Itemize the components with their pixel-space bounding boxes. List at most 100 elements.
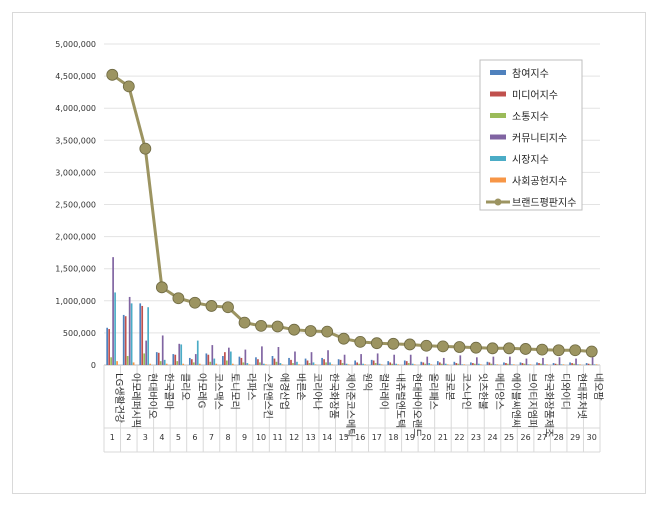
rank-label: 29 [570, 433, 580, 442]
bar-4 [558, 357, 561, 365]
bar-4 [194, 354, 197, 365]
reputation-point [569, 344, 582, 357]
bar-3 [407, 363, 410, 365]
reputation-point [552, 344, 565, 357]
bar-5 [560, 364, 563, 365]
reputation-point [304, 325, 317, 337]
rank-label: 24 [487, 433, 497, 442]
bar-1 [222, 356, 224, 365]
bar-1 [205, 353, 208, 365]
category-label: 코스맥스 [212, 373, 224, 410]
bar-3 [308, 363, 311, 365]
bar-2 [108, 329, 110, 365]
bar-6 [165, 363, 168, 365]
bar-1 [188, 357, 191, 365]
rank-label: 26 [521, 433, 531, 442]
bar-5 [296, 361, 298, 365]
bar-1 [155, 352, 158, 365]
bar-6 [513, 364, 515, 365]
category-label: 한국화장품 [328, 373, 340, 419]
reputation-point [271, 320, 284, 333]
bar-6 [463, 364, 466, 365]
bar-2 [240, 357, 243, 365]
bar-3 [259, 362, 261, 365]
category-label: 라파스 [245, 373, 257, 401]
category-label: 코리아나 [311, 373, 323, 410]
y-tick-label: 1,500,000 [55, 265, 96, 274]
bar-1 [436, 361, 439, 365]
bar-5 [362, 363, 364, 365]
legend-swatch [490, 177, 506, 183]
reputation-point [403, 338, 416, 351]
rank-label: 30 [587, 433, 597, 442]
bar-2 [273, 358, 276, 365]
reputation-point [139, 142, 152, 155]
bar-2 [554, 363, 557, 365]
category-label: 현대퓨처넷 [576, 373, 588, 419]
bar-1 [122, 314, 125, 365]
bar-5 [511, 364, 513, 365]
bar-3 [226, 360, 228, 365]
bar-5 [130, 303, 133, 365]
reputation-point [189, 296, 201, 309]
bar-5 [180, 344, 183, 365]
bar-6 [364, 364, 366, 365]
y-tick-label: 1,000,000 [55, 297, 96, 306]
bar-1 [370, 359, 373, 365]
bar-5 [263, 363, 265, 365]
category-label: 원익 [361, 373, 373, 391]
bar-1 [387, 361, 390, 365]
bar-2 [455, 363, 458, 365]
rank-label: 6 [192, 433, 197, 442]
bar-6 [446, 364, 449, 365]
bar-1 [453, 361, 456, 365]
rank-label: 12 [289, 433, 299, 442]
bar-3 [573, 363, 575, 365]
category-label: 스킨앤스킨 [262, 373, 274, 419]
bar-2 [174, 354, 177, 365]
category-label: 한국콜마 [162, 373, 174, 410]
category-label: 클리오 [179, 373, 191, 401]
bar-3 [143, 353, 146, 365]
bar-6 [314, 364, 317, 365]
rank-label: 25 [504, 433, 514, 442]
bar-6 [215, 363, 218, 365]
rank-label: 5 [176, 433, 181, 442]
bar-1 [552, 363, 555, 365]
bar-6 [281, 364, 284, 365]
bar-1 [536, 362, 538, 365]
reputation-point [238, 316, 251, 329]
bar-5 [196, 340, 199, 365]
bar-2 [505, 363, 507, 365]
bar-6 [496, 364, 499, 365]
rank-label: 15 [339, 433, 349, 442]
bar-1 [486, 361, 489, 365]
bar-5 [395, 363, 398, 365]
reputation-point [205, 300, 218, 312]
bar-5 [477, 363, 480, 365]
bar-6 [116, 361, 118, 365]
rank-label: 8 [225, 433, 230, 442]
bar-4 [128, 296, 131, 365]
bar-2 [372, 360, 375, 365]
bar-1 [172, 354, 175, 365]
bar-5 [213, 358, 216, 365]
bar-1 [106, 327, 108, 365]
legend-label: 커뮤니티지수 [512, 133, 567, 145]
bar-5 [544, 364, 546, 365]
bar-3 [325, 362, 327, 365]
bar-6 [331, 364, 333, 365]
legend-swatch [490, 70, 506, 75]
reputation-point [420, 339, 433, 352]
bar-6 [380, 364, 383, 365]
category-label: 컬러레이 [377, 373, 390, 410]
reputation-point [354, 335, 367, 348]
reputation-point [172, 292, 185, 305]
legend-label: 소통지수 [512, 111, 549, 123]
y-tick-label: 2,000,000 [55, 233, 96, 242]
bar-5 [114, 292, 116, 365]
bar-4 [277, 347, 280, 365]
legend-label: 브랜드평판지수 [512, 197, 576, 209]
bar-2 [356, 362, 358, 365]
